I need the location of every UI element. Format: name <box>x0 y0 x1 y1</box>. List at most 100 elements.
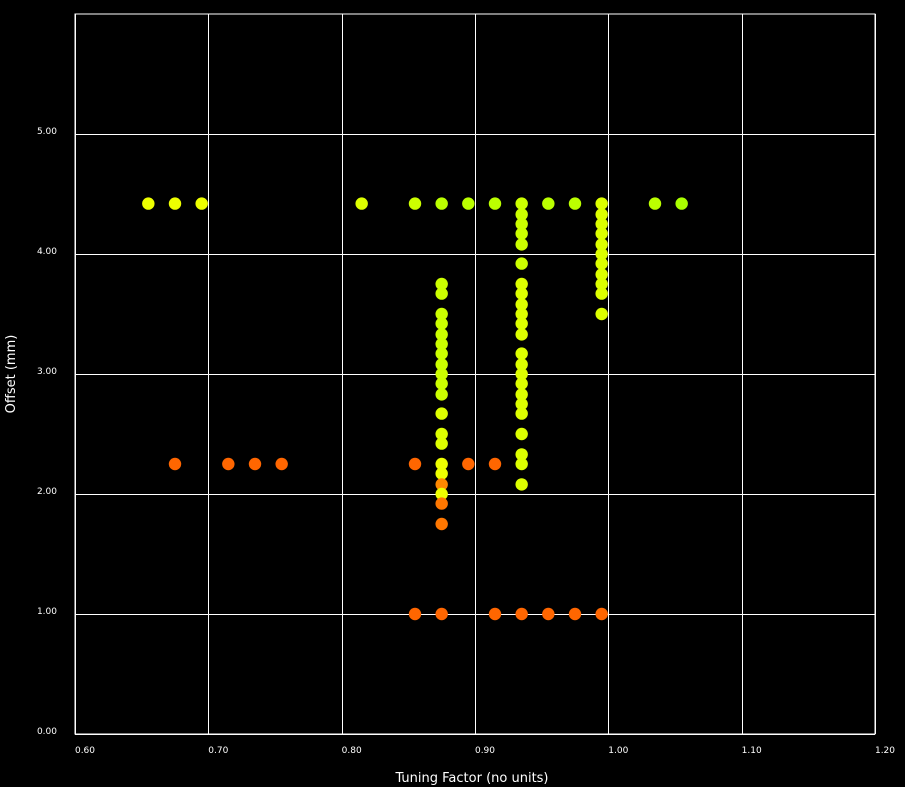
data-point <box>435 358 448 371</box>
data-point <box>515 298 528 311</box>
data-point <box>515 287 528 300</box>
grid <box>75 14 876 735</box>
data-point <box>515 457 528 471</box>
data-point <box>435 478 448 491</box>
data-point <box>488 607 502 621</box>
x-tick-label: 0.90 <box>475 746 495 756</box>
data-point <box>515 407 528 420</box>
data-point <box>595 287 608 300</box>
data-point <box>435 367 448 381</box>
data-point <box>515 317 528 330</box>
plot-area-frame <box>74 13 876 735</box>
y-tick-label: 2.00 <box>37 487 57 497</box>
y-tick-label: 1.00 <box>37 607 57 617</box>
data-point <box>595 607 608 621</box>
data-point <box>168 457 182 471</box>
data-point <box>515 397 528 411</box>
data-point <box>435 487 448 501</box>
data-point <box>488 457 502 471</box>
y-tick-label: 5.00 <box>37 127 57 137</box>
data-point <box>195 197 208 210</box>
data-point <box>515 307 528 321</box>
data-point <box>248 457 262 471</box>
data-point <box>408 607 422 621</box>
data-point <box>515 208 528 221</box>
data-point <box>355 197 368 210</box>
data-point <box>515 217 528 231</box>
x-tick-label: 0.80 <box>342 746 362 756</box>
data-point <box>462 457 475 471</box>
data-point <box>595 238 608 251</box>
data-point <box>435 517 448 531</box>
data-point <box>515 347 528 360</box>
data-point <box>515 227 528 240</box>
data-point <box>595 227 608 240</box>
data-point <box>542 607 555 621</box>
x-axis-title: Tuning Factor (no units) <box>394 771 548 786</box>
data-point <box>435 287 448 300</box>
data-point <box>595 257 608 270</box>
data-points <box>142 197 688 621</box>
data-point <box>515 257 528 270</box>
y-tick-label: 3.00 <box>37 367 57 377</box>
data-point <box>435 607 448 621</box>
x-tick-label: 1.10 <box>742 746 762 756</box>
x-tick-label: 0.70 <box>208 746 228 756</box>
tick-labels: 0.60 0.70 0.80 0.90 1.00 1.10 1.20 0.00 1.00 2.00… <box>37 127 895 756</box>
data-point <box>408 457 422 471</box>
data-point <box>595 197 608 210</box>
data-point <box>515 197 528 210</box>
data-point <box>435 347 448 360</box>
data-point <box>595 268 608 281</box>
data-point <box>168 197 182 210</box>
data-point <box>435 407 448 420</box>
data-point <box>515 448 528 461</box>
data-point <box>515 607 528 621</box>
data-point <box>488 197 502 210</box>
data-point <box>435 277 448 291</box>
data-point <box>542 197 555 210</box>
data-point <box>435 307 448 321</box>
data-point <box>435 197 448 210</box>
data-point <box>595 277 608 291</box>
x-tick-label: 1.20 <box>875 746 895 756</box>
x-tick-label: 0.60 <box>75 746 95 756</box>
data-point <box>435 317 448 330</box>
data-point <box>142 197 155 210</box>
data-point <box>515 328 528 341</box>
data-point <box>675 197 688 210</box>
data-point <box>408 197 422 210</box>
data-point <box>595 247 608 261</box>
data-point <box>435 328 448 341</box>
y-tick-label: 4.00 <box>37 247 57 257</box>
data-point <box>515 377 528 390</box>
data-point <box>435 497 448 510</box>
data-point <box>435 457 448 471</box>
data-point <box>515 358 528 371</box>
data-point <box>515 367 528 381</box>
data-point <box>222 457 235 471</box>
y-axis-title: Offset (mm) <box>4 335 19 414</box>
data-point <box>435 337 448 351</box>
data-point <box>515 478 528 491</box>
data-point <box>515 277 528 291</box>
data-point <box>568 607 582 621</box>
data-point <box>435 377 448 390</box>
data-point <box>515 427 528 441</box>
data-point <box>595 217 608 231</box>
data-point <box>595 307 608 321</box>
data-point <box>515 238 528 251</box>
y-tick-label: 0.00 <box>37 727 57 737</box>
data-point <box>568 197 582 210</box>
data-point <box>435 427 448 441</box>
data-point <box>435 437 448 450</box>
data-point <box>595 208 608 221</box>
data-point <box>275 457 288 471</box>
data-point <box>515 388 528 401</box>
data-point <box>462 197 475 210</box>
x-tick-label: 1.00 <box>608 746 628 756</box>
data-point <box>435 388 448 401</box>
data-point <box>435 467 448 480</box>
data-point <box>648 197 662 210</box>
